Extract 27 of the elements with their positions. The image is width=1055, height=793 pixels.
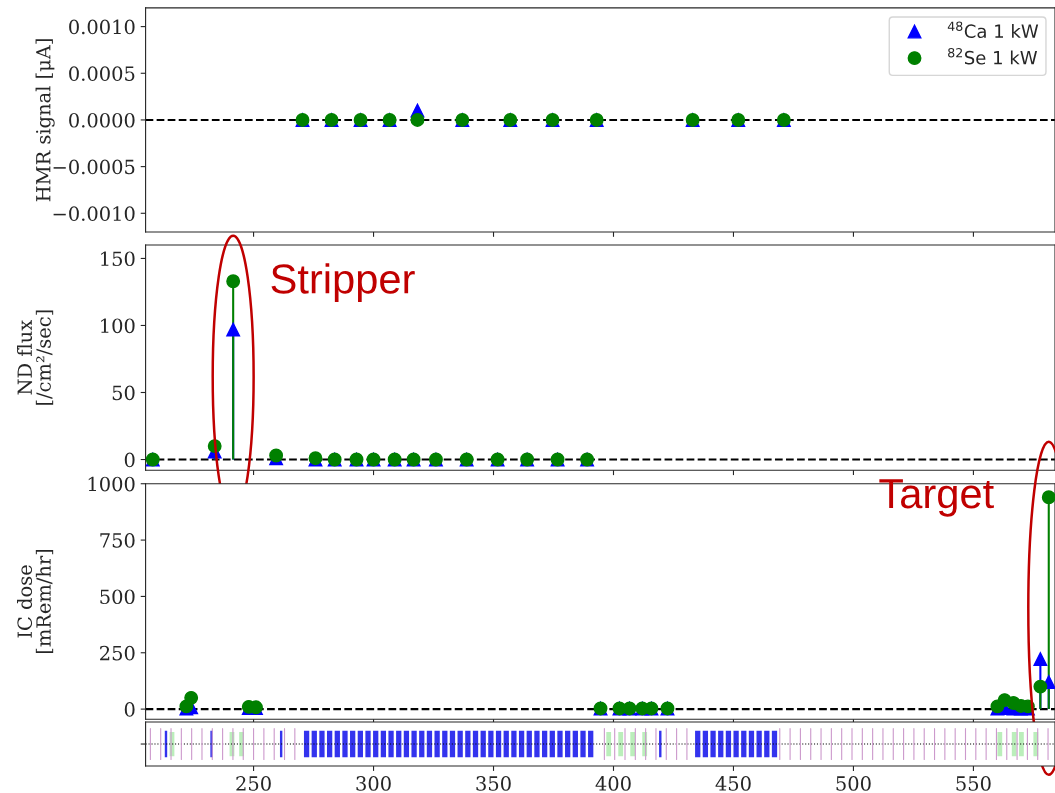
y-tick-label: 1000 xyxy=(88,476,135,492)
x-tick-label: 550 xyxy=(956,776,991,791)
y-tick-label: 50 xyxy=(112,385,135,401)
y-tick-label: 750 xyxy=(100,533,135,548)
y-tick-label: 500 xyxy=(100,589,135,605)
y-axis-title: ND flux [/cm²/sec] xyxy=(17,310,54,405)
annotation: Stripper xyxy=(271,263,415,302)
annotation: Target xyxy=(879,479,994,517)
y-tick-label: −0.0005 xyxy=(53,159,135,175)
legend-label: $^{82}$Se 1 kW xyxy=(948,47,1038,65)
y-axis-title: IC dose [mRem/hr] xyxy=(17,549,54,654)
y-tick-label: 0.0000 xyxy=(69,112,135,128)
y-tick-label: 100 xyxy=(101,318,135,334)
x-tick-label: 350 xyxy=(476,776,511,791)
x-tick-label: 250 xyxy=(236,776,271,791)
x-tick-label: 400 xyxy=(595,776,631,791)
x-tick-label: 450 xyxy=(715,776,751,791)
y-tick-label: 0.0010 xyxy=(69,19,135,35)
y-tick-label: 150 xyxy=(101,251,135,267)
y-tick-label: 0 xyxy=(124,702,135,717)
x-tick-label: 500 xyxy=(836,776,871,791)
y-tick-label: 0 xyxy=(124,452,135,468)
x-tick-label: 300 xyxy=(356,776,391,791)
y-tick-label: 250 xyxy=(100,645,135,661)
y-tick-label: −0.0010 xyxy=(53,206,135,221)
legend-label: $^{48}$Ca 1 kW xyxy=(947,21,1039,39)
y-tick-label: 0.0005 xyxy=(69,66,135,81)
